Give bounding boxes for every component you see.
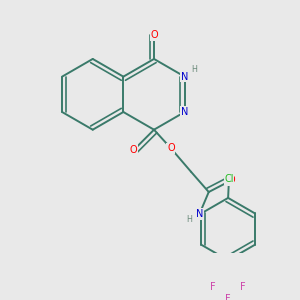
Text: O: O: [228, 175, 235, 185]
Text: N: N: [196, 209, 203, 219]
Text: O: O: [167, 143, 175, 153]
Text: H: H: [186, 215, 192, 224]
Text: H: H: [191, 64, 197, 74]
Text: O: O: [130, 145, 138, 155]
Text: O: O: [150, 30, 158, 40]
Text: F: F: [210, 282, 216, 292]
Text: F: F: [241, 282, 246, 292]
Text: N: N: [181, 107, 188, 117]
Text: N: N: [181, 72, 188, 82]
Text: F: F: [225, 294, 231, 300]
Text: Cl: Cl: [224, 174, 234, 184]
